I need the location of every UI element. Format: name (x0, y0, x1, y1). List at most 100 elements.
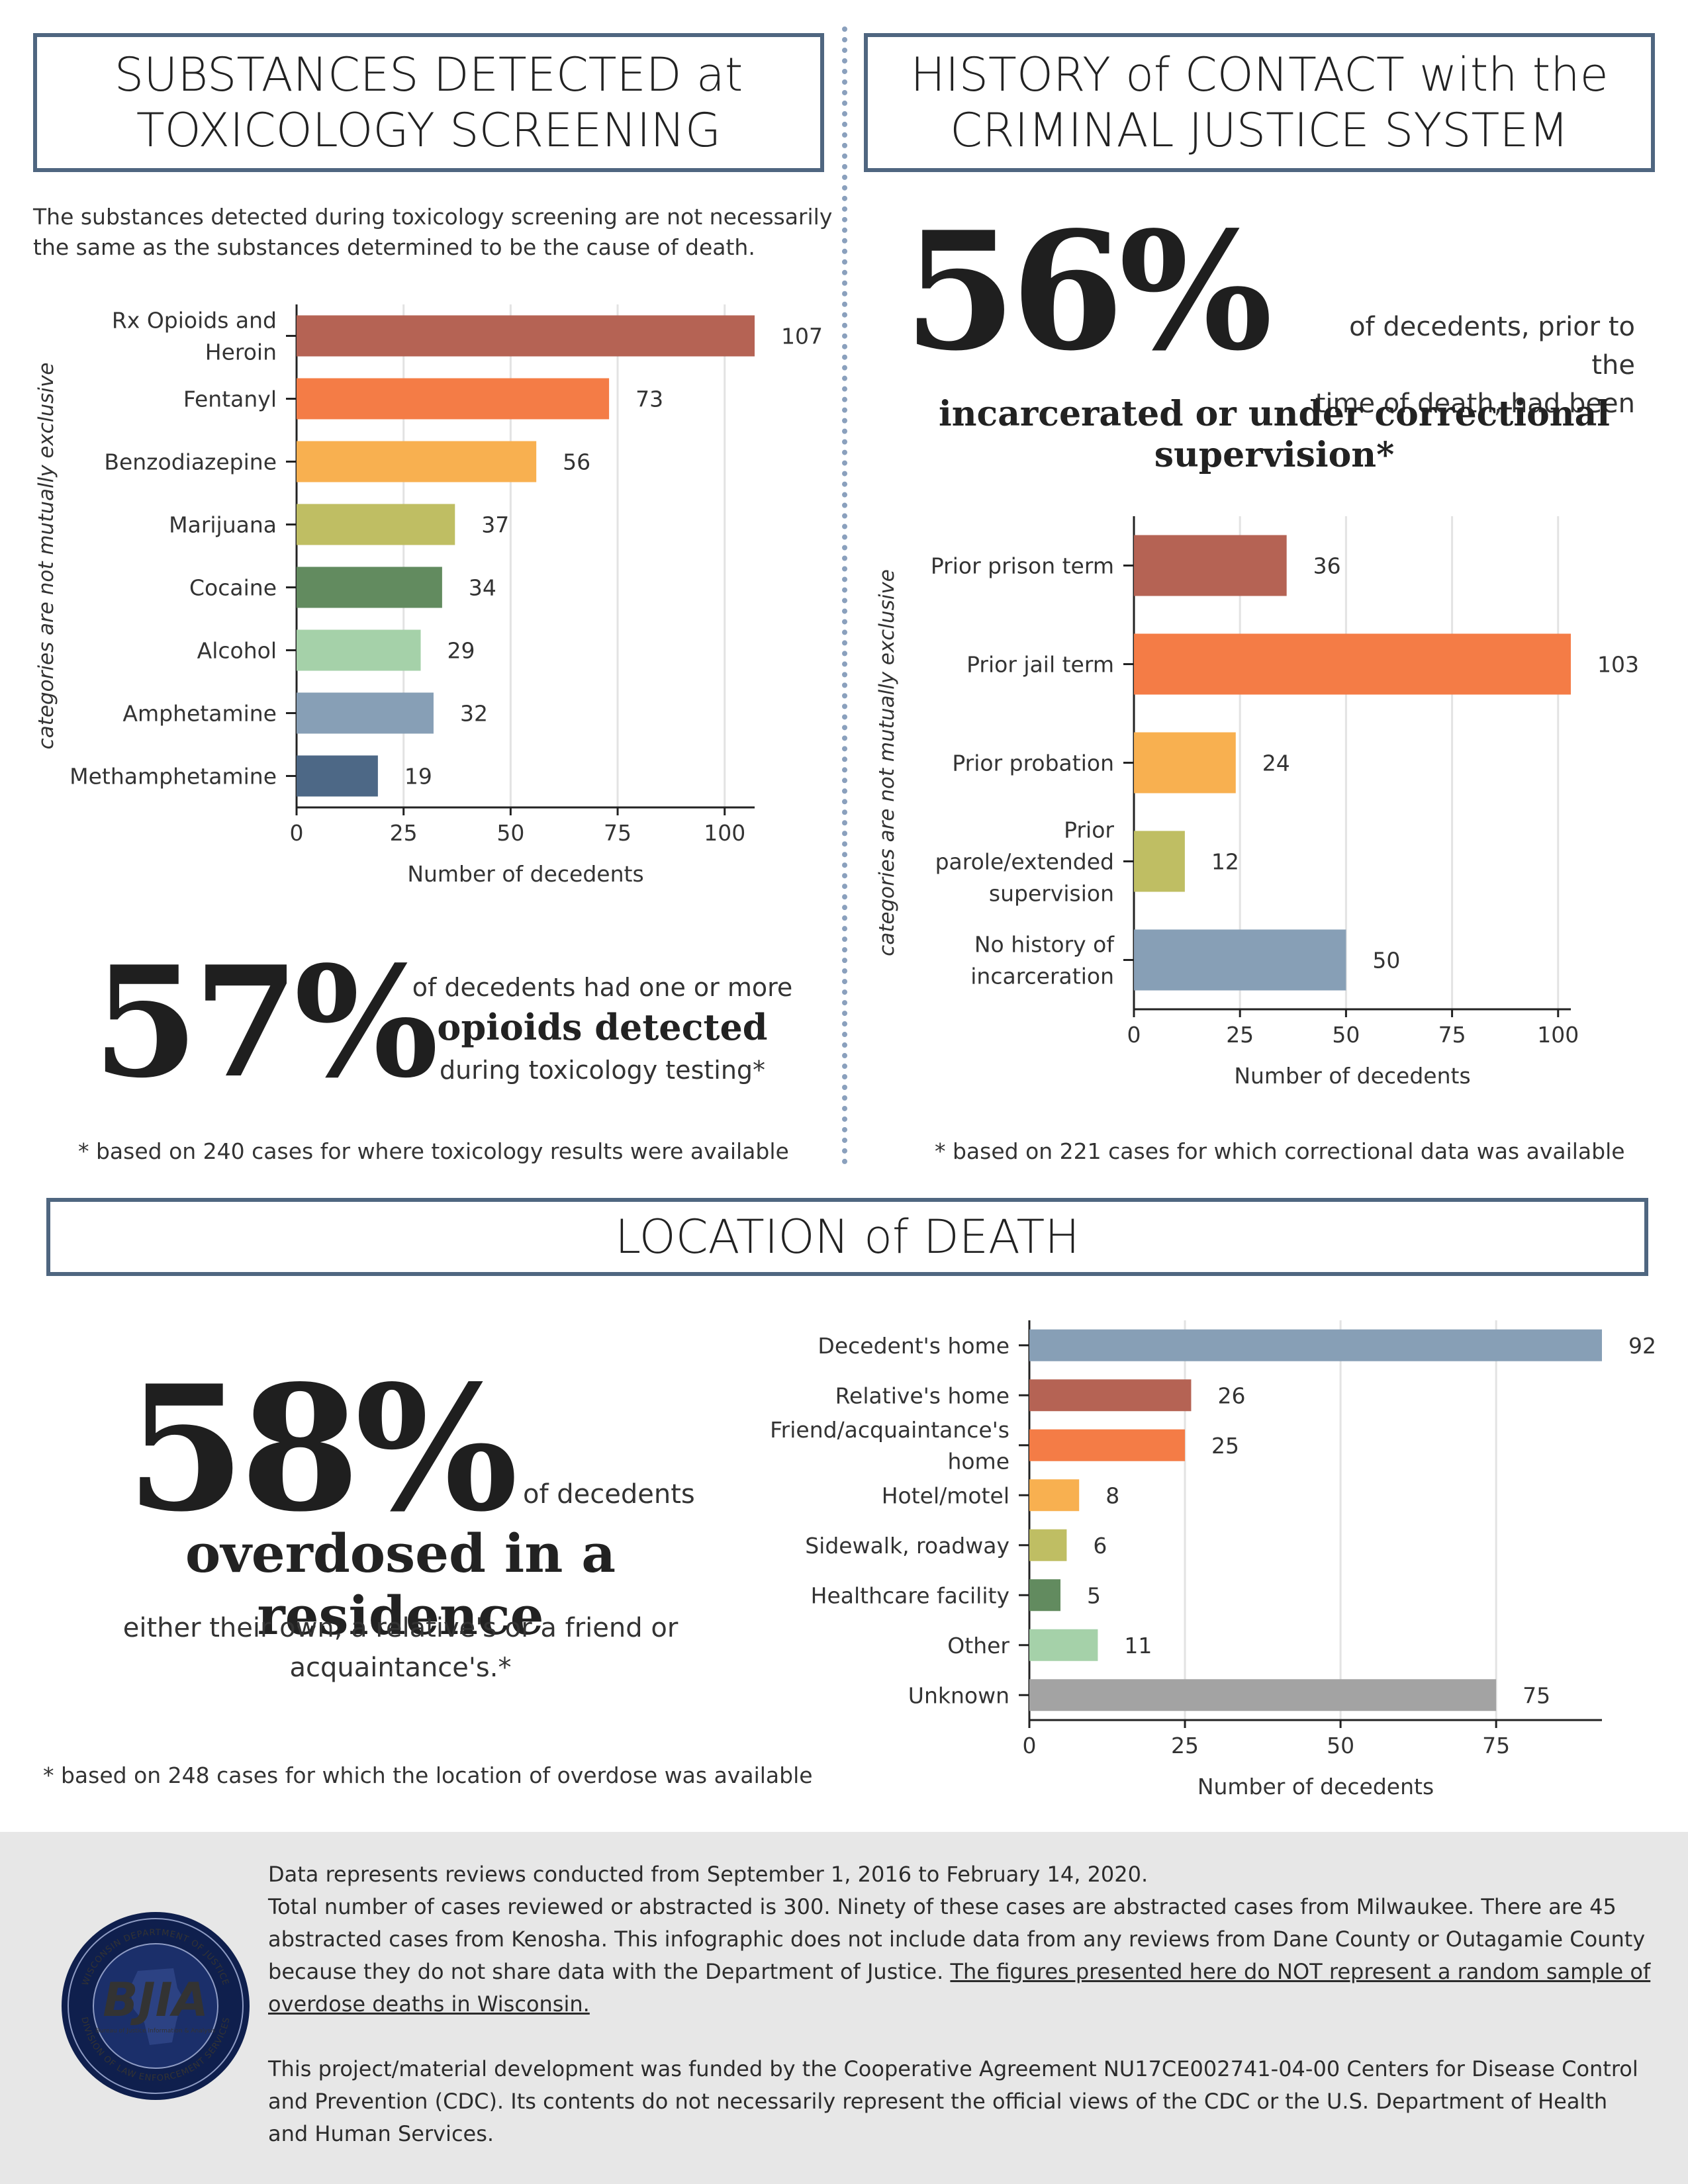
y-axis-label: categories are not mutually exclusive (875, 569, 899, 956)
footer-paragraph-2: Total number of cases reviewed or abstra… (268, 1891, 1652, 2021)
x-tick-label: 25 (390, 820, 418, 846)
data-label: 36 (1313, 553, 1341, 579)
category-label: Marijuana (169, 512, 277, 538)
location-title-box: LOCATION of DEATH (46, 1198, 1648, 1276)
bjia-logo: WISCONSIN DEPARTMENT OF JUSTICE DIVISION… (62, 1912, 250, 2100)
x-tick-label: 25 (1171, 1733, 1199, 1758)
data-label: 37 (481, 512, 509, 538)
toxicology-intro: The substances detected during toxicolog… (33, 204, 833, 260)
data-label: 11 (1124, 1633, 1152, 1659)
location-title: LOCATION of DEATH (615, 1210, 1080, 1264)
footer-paragraph-1: Data represents reviews conducted from S… (268, 1862, 1149, 1887)
category-label: Amphetamine (122, 701, 277, 727)
incarcerated-stat-value: 56% (904, 196, 1273, 387)
bar-2 (297, 441, 537, 482)
residence-stat-bold: overdosed in a residence (185, 1522, 616, 1647)
category-label: Decedent's home (818, 1333, 1009, 1359)
toxicology-footnote: * based on 240 cases for where toxicolog… (78, 1138, 789, 1164)
bar-1 (1029, 1379, 1192, 1412)
criminal-justice-title-box: HISTORY of CONTACT with the CRIMINAL JUS… (864, 33, 1655, 172)
x-tick-label: 100 (704, 820, 745, 846)
location-footnote: * based on 248 cases for which the locat… (43, 1762, 813, 1788)
toxicology-title: SUBSTANCES DETECTED at TOXICOLOGY SCREEN… (114, 48, 743, 158)
criminal-justice-footnote: * based on 221 cases for which correctio… (935, 1138, 1625, 1164)
bar-1 (1134, 633, 1571, 695)
category-label: Unknown (908, 1682, 1009, 1708)
category-label: Benzodiazepine (104, 449, 277, 475)
bar-2 (1134, 732, 1236, 794)
bar-4 (297, 567, 442, 608)
y-axis-label: categories are not mutually exclusive (34, 363, 58, 750)
bar-0 (1134, 535, 1287, 596)
data-label: 8 (1105, 1482, 1119, 1508)
category-label: Prior jail term (966, 652, 1114, 678)
data-label: 6 (1093, 1533, 1107, 1559)
data-label: 5 (1087, 1582, 1101, 1608)
data-label: 26 (1217, 1383, 1245, 1408)
category-label: Prior probation (952, 751, 1114, 776)
data-label: 19 (404, 764, 432, 790)
x-tick-label: 100 (1537, 1022, 1579, 1048)
x-tick-label: 50 (496, 820, 524, 846)
x-tick-label: 0 (290, 820, 304, 846)
data-label: 24 (1262, 751, 1290, 776)
opioids-stat-line1: of decedents had one or more (412, 973, 793, 1002)
category-label: No history of incarceration (970, 932, 1115, 989)
bar-6 (1029, 1629, 1098, 1661)
data-label: 56 (563, 449, 590, 475)
data-label: 34 (469, 575, 496, 601)
category-label: Hotel/motel (882, 1482, 1009, 1508)
logo-subtitle: Bureau of Justice Information & Analysis (96, 2028, 216, 2034)
residence-stat-value: 58% (126, 1348, 518, 1550)
criminal-justice-title: HISTORY of CONTACT with the CRIMINAL JUS… (910, 48, 1609, 158)
x-tick-label: 75 (1438, 1022, 1466, 1048)
category-label: Fentanyl (183, 387, 277, 412)
footer-disclaimer-link: The figures presented here do NOT repres… (268, 1959, 1651, 2017)
category-label: Other (947, 1633, 1009, 1659)
opioids-stat-value: 57% (93, 933, 439, 1112)
column-divider (842, 26, 847, 1165)
x-axis-label: Number of decedents (1234, 1063, 1470, 1089)
footer-text: Data represents reviews conducted from S… (268, 1858, 1652, 2150)
residence-stat-sub: either their own, a relative's or a frie… (122, 1613, 679, 1683)
bar-7 (1029, 1679, 1497, 1711)
category-label: Alcohol (197, 638, 277, 664)
data-label: 32 (460, 701, 488, 727)
data-label: 12 (1211, 849, 1239, 875)
data-label: 29 (447, 638, 475, 664)
bar-4 (1029, 1529, 1067, 1561)
category-label: Healthcare facility (811, 1582, 1009, 1608)
x-axis-label: Number of decedents (407, 861, 643, 887)
x-axis-label: Number of decedents (1197, 1774, 1434, 1799)
footer: WISCONSIN DEPARTMENT OF JUSTICE DIVISION… (0, 1832, 1688, 2184)
opioids-stat-line3: during toxicology testing* (439, 1056, 766, 1085)
category-label: Rx Opioids and Heroin (112, 308, 277, 365)
logo-text: BJIA (103, 1973, 209, 2027)
category-label: Friend/acquaintance's home (770, 1417, 1009, 1475)
category-label: Relative's home (835, 1383, 1009, 1408)
location-bar-chart: 0 25 50 75 92 Decedent's home 26 Relative's hom… (770, 1320, 1656, 1799)
x-tick-label: 0 (1127, 1022, 1141, 1048)
x-tick-label: 50 (1327, 1733, 1354, 1758)
footer-paragraph-2-text: Total number of cases reviewed or abstra… (268, 1894, 1646, 1984)
data-label: 50 (1372, 948, 1400, 974)
category-label: Prior parole/extended supervision (935, 817, 1115, 907)
bar-3 (1029, 1479, 1080, 1512)
category-label: Methamphetamine (70, 764, 277, 790)
bar-6 (297, 692, 434, 734)
x-tick-label: 75 (1482, 1733, 1510, 1758)
category-label: Sidewalk, roadway (805, 1533, 1009, 1559)
bar-0 (1029, 1329, 1602, 1361)
x-tick-label: 0 (1023, 1733, 1037, 1758)
bar-3 (297, 504, 455, 545)
x-tick-label: 50 (1332, 1022, 1360, 1048)
category-label: Prior prison term (931, 553, 1114, 579)
bar-2 (1029, 1429, 1186, 1461)
category-label: Cocaine (189, 575, 277, 601)
toxicology-title-box: SUBSTANCES DETECTED at TOXICOLOGY SCREEN… (33, 33, 824, 172)
criminal-justice-bar-chart: 0 25 50 75 100 36 Prior prison term 103 Prior ja… (875, 516, 1639, 1089)
data-label: 73 (635, 387, 663, 412)
footer-paragraph-3: This project/material development was fu… (268, 2056, 1638, 2146)
data-label: 75 (1523, 1682, 1550, 1708)
bar-0 (297, 315, 755, 357)
